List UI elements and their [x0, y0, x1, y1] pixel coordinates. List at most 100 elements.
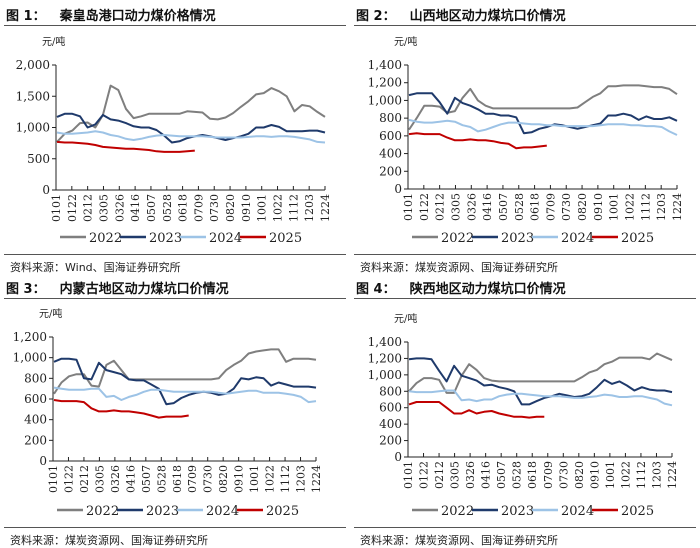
title-divider [4, 298, 346, 299]
legend-label: 2022 [441, 231, 474, 246]
series-line-2023 [408, 92, 678, 135]
y-tick-label: 400 [379, 417, 402, 431]
figure-label: 图 3： [6, 282, 46, 297]
y-tick-label: 800 [379, 384, 402, 398]
x-tick-label: 0122 [418, 461, 431, 489]
y-axis-unit: 元/吨 [42, 35, 65, 48]
legend-label: 2025 [269, 231, 302, 246]
y-tick-label: 0 [42, 183, 50, 197]
y-tick-label: 0 [39, 454, 47, 468]
title-divider [354, 298, 696, 299]
y-tick-label: 1,000 [368, 93, 402, 107]
y-tick-label: 1,000 [368, 368, 402, 382]
series-line-2022 [53, 348, 317, 395]
x-tick-label: 0820 [573, 461, 586, 489]
legend-label: 2024 [209, 231, 242, 246]
y-tick-label: 0 [394, 182, 402, 196]
x-tick-label: 1203 [295, 465, 308, 493]
y-tick-label: 0 [394, 450, 402, 464]
x-tick-label: 0101 [47, 465, 60, 493]
x-tick-label: 1203 [303, 194, 316, 222]
x-tick-label: 0416 [480, 461, 493, 489]
x-tick-label: 0212 [433, 461, 446, 489]
series-line-2024 [56, 130, 326, 144]
series-line-2024 [53, 386, 317, 404]
y-tick-label: 800 [379, 111, 402, 125]
y-tick-label: 1,200 [368, 76, 402, 90]
legend-label: 2025 [621, 231, 654, 246]
chart-panel-4: 图 4： 陕西地区动力煤坑口价情况 资料来源：煤炭资源网、国海证券研究所 元/吨 0 20… [350, 273, 700, 547]
x-tick-label: 0730 [557, 461, 570, 489]
x-tick-label: 0709 [192, 194, 205, 222]
chart-title: 图 3： 内蒙古地区动力煤坑口价情况 [6, 278, 229, 297]
x-tick-label: 1022 [264, 465, 277, 493]
legend-label: 2023 [146, 504, 179, 519]
series-line-2025 [408, 401, 545, 419]
source-divider [4, 254, 346, 255]
legend-label: 2024 [206, 504, 239, 519]
legend-label: 2023 [501, 231, 534, 246]
x-tick-label: 0910 [233, 465, 246, 493]
x-tick-label: 1203 [650, 461, 663, 489]
chart-panel-3: 图 3： 内蒙古地区动力煤坑口价情况 资料来源：煤炭资源网、国海证券研究所 元/吨 0 2… [0, 273, 350, 547]
x-tick-label: 0820 [217, 465, 230, 493]
x-tick-label: 1203 [655, 193, 668, 221]
legend-label: 2022 [86, 504, 119, 519]
y-tick-label: 600 [379, 401, 402, 415]
source-divider [354, 254, 696, 255]
figure-label: 图 4： [356, 282, 396, 297]
series-line-2022 [408, 84, 678, 131]
x-tick-label: 0101 [402, 193, 415, 221]
x-tick-label: 0730 [560, 193, 573, 221]
series-line-2023 [56, 112, 326, 144]
series-line-2025 [408, 132, 547, 150]
y-axis-unit: 元/吨 [394, 35, 417, 48]
x-tick-label: 0528 [513, 193, 526, 221]
x-tick-label: 0122 [62, 465, 75, 493]
y-tick-label: 200 [379, 164, 402, 178]
x-tick-label: 0326 [465, 193, 478, 221]
legend-label: 2023 [501, 504, 534, 519]
figure-label: 图 1： [6, 9, 46, 24]
y-tick-label: 1,500 [16, 89, 50, 103]
x-tick-label: 1224 [666, 461, 679, 489]
x-tick-label: 0730 [202, 465, 215, 493]
x-tick-label: 1001 [608, 193, 621, 221]
chart-title: 图 1： 秦皇岛港口动力煤价格情况 [6, 5, 216, 24]
chart-title: 图 2： 山西地区动力煤坑口价情况 [356, 5, 566, 24]
figure-title-text: 内蒙古地区动力煤坑口价情况 [59, 282, 229, 297]
series-line-2023 [53, 357, 317, 406]
figure-title-text: 山西地区动力煤坑口价情况 [409, 9, 566, 24]
x-tick-label: 0507 [140, 465, 153, 493]
x-tick-label: 0122 [66, 194, 79, 222]
x-tick-label: 0416 [481, 193, 494, 221]
x-tick-label: 0820 [576, 193, 589, 221]
x-tick-label: 0212 [434, 193, 447, 221]
figure-title-text: 秦皇岛港口动力煤价格情况 [59, 9, 216, 24]
x-tick-label: 1022 [619, 461, 632, 489]
x-tick-label: 0618 [177, 194, 190, 222]
x-tick-label: 0910 [240, 194, 253, 222]
x-tick-label: 1224 [319, 194, 332, 222]
x-tick-label: 1022 [624, 193, 637, 221]
title-divider [4, 25, 346, 26]
x-tick-label: 0618 [171, 465, 184, 493]
y-tick-label: 600 [24, 392, 47, 406]
figure-label: 图 2： [356, 9, 396, 24]
chart-title: 图 4： 陕西地区动力煤坑口价情况 [356, 278, 566, 297]
x-tick-label: 1001 [248, 465, 261, 493]
x-tick-label: 0326 [109, 465, 122, 493]
x-tick-label: 0507 [495, 461, 508, 489]
x-tick-label: 1224 [310, 465, 323, 493]
series-line-2022 [408, 352, 673, 394]
x-tick-label: 0416 [129, 194, 142, 222]
y-tick-label: 600 [379, 129, 402, 143]
y-tick-label: 1,200 [13, 330, 47, 344]
legend-label: 2024 [561, 231, 594, 246]
y-tick-label: 400 [379, 147, 402, 161]
legend-label: 2024 [561, 504, 594, 519]
y-tick-label: 1,400 [368, 58, 402, 72]
